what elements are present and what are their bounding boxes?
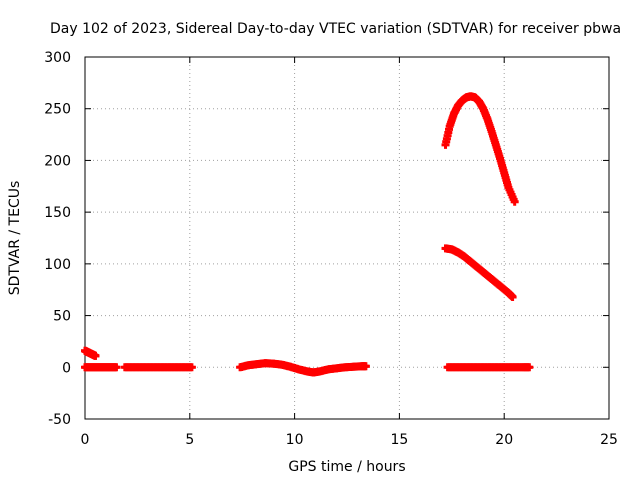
data-point: [187, 363, 196, 372]
y-tick-label: 0: [62, 360, 71, 376]
x-tick-label: 25: [600, 432, 618, 448]
x-tick-label: 5: [185, 432, 194, 448]
x-axis-label: GPS time / hours: [288, 459, 405, 475]
data-point: [525, 363, 534, 372]
y-tick-label: 150: [44, 205, 71, 221]
segment-baseline-0-1.5: [81, 363, 121, 372]
y-tick-label: -50: [48, 412, 71, 428]
chart-title: Day 102 of 2023, Sidereal Day-to-day VTE…: [50, 21, 621, 37]
x-tick-label: 20: [495, 432, 513, 448]
data-points: [81, 92, 534, 377]
segment-mid-wave: [236, 359, 370, 377]
x-tick-label: 10: [286, 432, 304, 448]
y-tick-label: 100: [44, 257, 71, 273]
x-tick-labels: 0 5 10 15 20 25: [81, 432, 618, 448]
y-tick-label: 200: [44, 153, 71, 169]
x-tick-label: 0: [81, 432, 90, 448]
y-tick-label: 250: [44, 102, 71, 118]
data-point: [112, 363, 121, 372]
x-tick-label: 15: [390, 432, 408, 448]
data-point: [508, 292, 517, 301]
ticks: [84, 56, 610, 420]
segment-declining-line: [441, 244, 517, 301]
plot-frame: [84, 56, 610, 420]
data-point: [91, 351, 100, 360]
segment-baseline-2-5: [120, 363, 196, 372]
data-point: [361, 362, 370, 371]
y-tick-label: 300: [44, 50, 71, 66]
segment-late-baseline: [443, 363, 534, 372]
y-tick-labels: -50 0 50 100 150 200 250 300: [44, 50, 71, 428]
segment-large-arc: [441, 92, 519, 206]
segment-early-decay: [81, 346, 100, 360]
y-tick-label: 50: [53, 309, 71, 325]
y-axis-label: SDTVAR / TECUs: [7, 181, 23, 296]
data-point: [510, 197, 519, 206]
